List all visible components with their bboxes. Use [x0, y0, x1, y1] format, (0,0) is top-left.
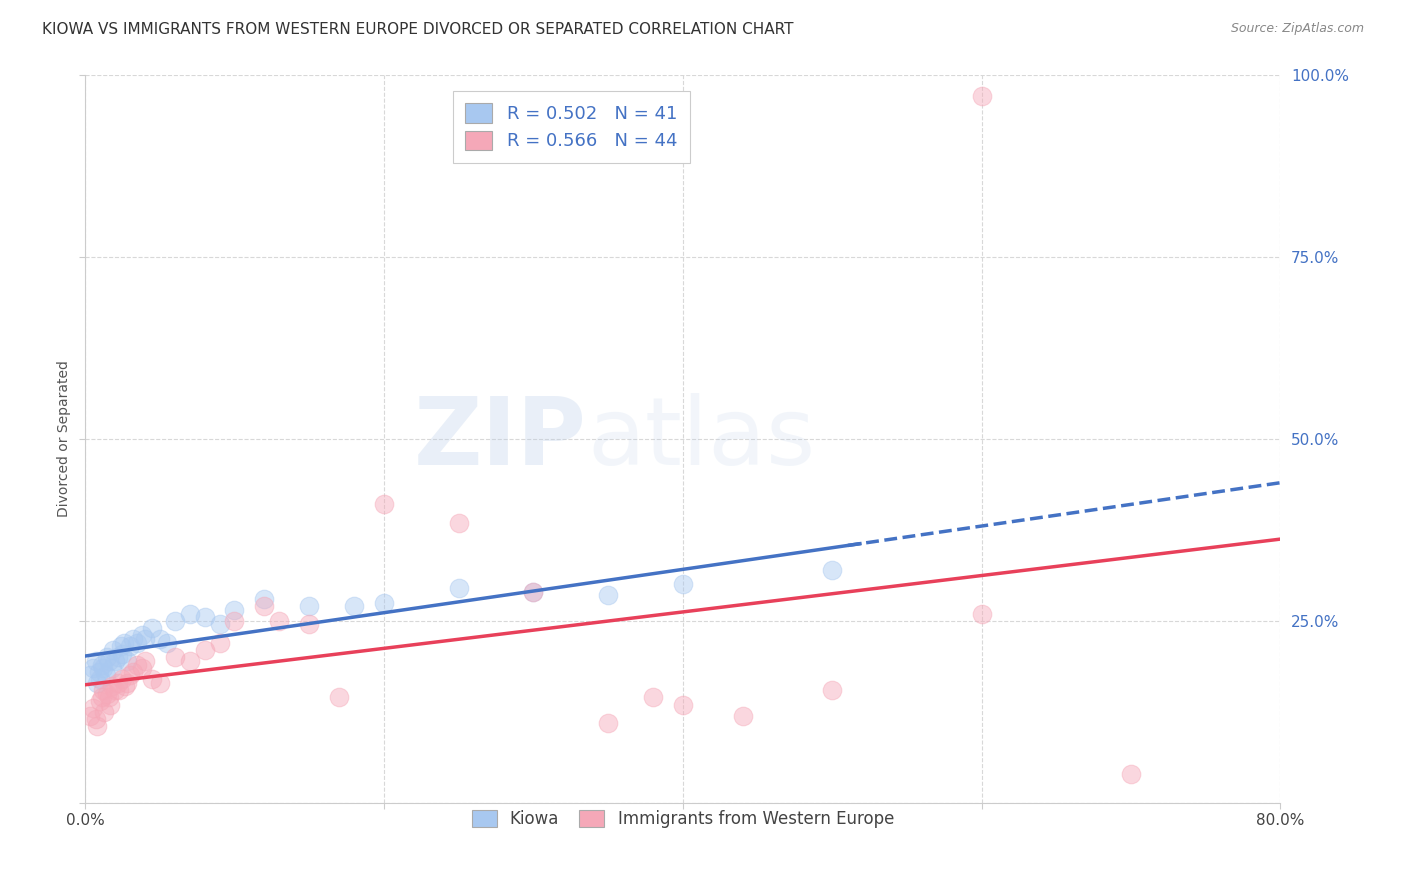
Point [149, 675, 172, 690]
Text: Source: ZipAtlas.com: Source: ZipAtlas.com [1230, 22, 1364, 36]
Point [1119, 767, 1142, 781]
Point [82, 701, 104, 715]
Point [91, 661, 114, 675]
Point [122, 632, 145, 646]
Point [127, 636, 149, 650]
Point [101, 680, 124, 694]
Point [253, 599, 276, 614]
Point [98, 690, 121, 705]
Point [253, 592, 276, 607]
Point [194, 610, 217, 624]
Point [104, 683, 127, 698]
Point [103, 643, 125, 657]
Point [269, 614, 291, 628]
Point [373, 596, 395, 610]
Point [134, 632, 156, 646]
Point [596, 715, 619, 730]
Point [115, 654, 138, 668]
Text: ZIP: ZIP [415, 392, 588, 484]
Point [112, 636, 135, 650]
Point [224, 614, 246, 628]
Point [89, 694, 111, 708]
Point [107, 675, 129, 690]
Point [90, 657, 112, 672]
Point [104, 654, 127, 668]
Point [328, 690, 350, 705]
Point [91, 683, 114, 698]
Point [111, 672, 134, 686]
Point [131, 628, 153, 642]
Point [596, 588, 619, 602]
Point [87, 665, 110, 679]
Point [224, 603, 246, 617]
Point [163, 614, 186, 628]
Point [141, 672, 163, 686]
Point [156, 636, 179, 650]
Point [141, 621, 163, 635]
Point [208, 636, 231, 650]
Point [373, 497, 395, 511]
Point [641, 690, 664, 705]
Legend: Kiowa, Immigrants from Western Europe: Kiowa, Immigrants from Western Europe [465, 803, 901, 835]
Point [131, 661, 153, 675]
Point [970, 89, 993, 103]
Point [79, 668, 101, 682]
Point [179, 654, 201, 668]
Point [93, 705, 115, 719]
Point [110, 640, 132, 654]
Point [821, 563, 844, 577]
Point [970, 607, 993, 621]
Point [114, 680, 136, 694]
Point [94, 668, 117, 682]
Point [731, 708, 754, 723]
Point [90, 690, 112, 705]
Point [96, 650, 118, 665]
Point [672, 698, 695, 712]
Point [84, 712, 107, 726]
Point [298, 599, 321, 614]
Point [522, 584, 544, 599]
Point [98, 654, 121, 668]
Point [96, 687, 118, 701]
Point [179, 607, 201, 621]
Point [127, 657, 149, 672]
Text: KIOWA VS IMMIGRANTS FROM WESTERN EUROPE DIVORCED OR SEPARATED CORRELATION CHART: KIOWA VS IMMIGRANTS FROM WESTERN EUROPE … [42, 22, 793, 37]
Point [118, 640, 141, 654]
Point [821, 683, 844, 698]
Point [108, 683, 131, 698]
Point [118, 668, 141, 682]
Point [79, 708, 101, 723]
Y-axis label: Divorced or Separated: Divorced or Separated [58, 360, 72, 517]
Point [447, 516, 470, 530]
Point [101, 661, 124, 675]
Point [122, 665, 145, 679]
Point [82, 661, 104, 675]
Point [107, 650, 129, 665]
Point [194, 643, 217, 657]
Point [100, 698, 122, 712]
Point [86, 719, 108, 733]
Point [298, 617, 321, 632]
Point [84, 654, 107, 668]
Text: atlas: atlas [588, 392, 815, 484]
Point [208, 617, 231, 632]
Point [672, 577, 695, 591]
Point [86, 675, 108, 690]
Point [89, 672, 111, 686]
Point [134, 654, 156, 668]
Point [115, 675, 138, 690]
Point [111, 647, 134, 661]
Point [149, 632, 172, 646]
Point [447, 581, 470, 595]
Point [163, 650, 186, 665]
Point [343, 599, 366, 614]
Point [522, 584, 544, 599]
